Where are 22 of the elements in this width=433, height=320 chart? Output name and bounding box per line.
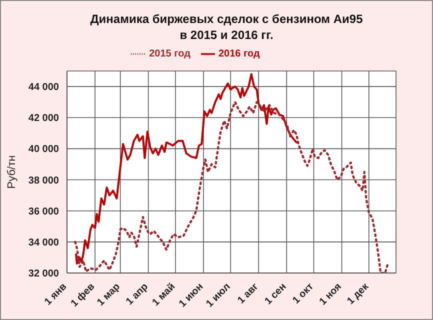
x-tick-label: 1 сен: [262, 281, 289, 308]
y-tick-label: 32 000: [28, 268, 60, 280]
x-tick-label: 1 апр: [124, 281, 150, 308]
y-tick-label: 34 000: [28, 237, 60, 248]
y-tick-label: 40 000: [28, 144, 60, 156]
y-tick-label: 42 000: [28, 113, 60, 124]
y-tick-label: 36 000: [28, 206, 60, 218]
line-series: [75, 73, 298, 265]
y-tick-label: 44 000: [28, 82, 60, 94]
x-tick-label: 1 янв: [42, 281, 70, 308]
x-tick-label: 1 авг: [236, 281, 261, 306]
line-series: [74, 100, 389, 273]
x-tick-label: 1 фев: [69, 281, 98, 310]
y-axis-title: Руб/тн: [6, 155, 18, 189]
legend-label: 2015 год: [149, 48, 190, 60]
y-tick-label: 38 000: [28, 175, 60, 186]
legend-label: 2016 год: [218, 48, 260, 60]
x-tick-label: 1 дек: [345, 280, 372, 307]
x-tick-label: 1 мар: [95, 281, 122, 308]
x-tick-label: 1 ноя: [318, 281, 344, 308]
chart-title: Динамика биржевых сделок с бензином Аи95 в 2015 и 2016 гг.: [89, 11, 364, 43]
x-tick-label: 1 окт: [290, 281, 316, 306]
